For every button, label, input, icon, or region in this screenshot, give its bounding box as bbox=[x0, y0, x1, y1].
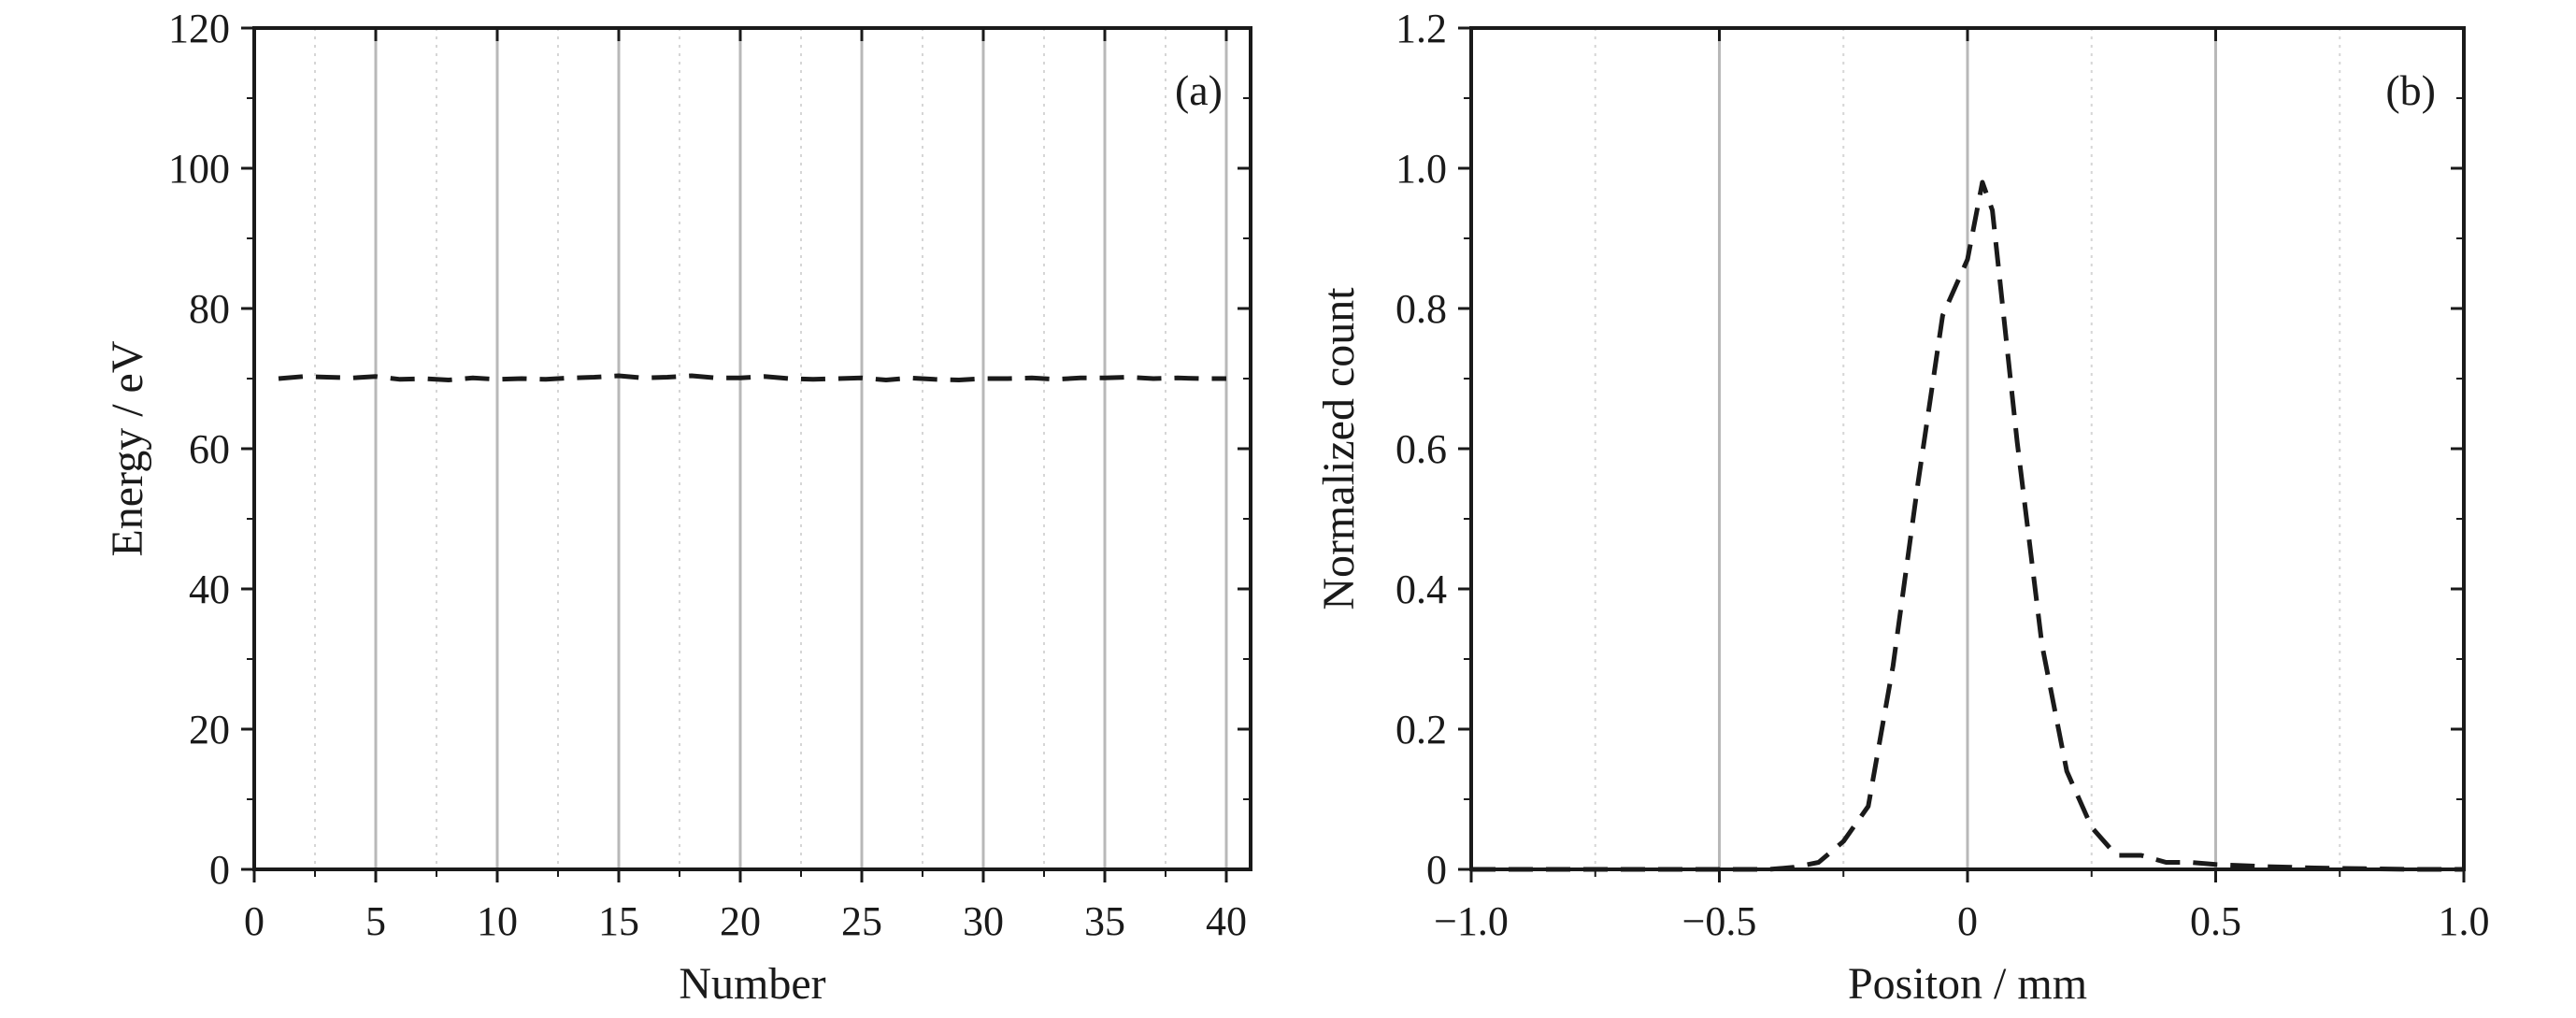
data-point bbox=[376, 376, 377, 377]
data-point bbox=[1032, 378, 1033, 379]
data-point bbox=[2091, 827, 2092, 828]
data-point bbox=[2215, 864, 2216, 865]
x-tick-label: 20 bbox=[720, 898, 761, 944]
x-tick-label: 40 bbox=[1206, 898, 1247, 944]
data-point bbox=[2190, 862, 2191, 863]
data-point bbox=[1153, 379, 1154, 380]
data-point bbox=[1719, 869, 1720, 870]
data-point bbox=[2041, 645, 2042, 646]
data-point bbox=[497, 379, 498, 380]
data-point bbox=[643, 378, 644, 379]
data-point bbox=[716, 378, 717, 379]
data-point bbox=[2017, 441, 2018, 442]
data-point bbox=[983, 379, 984, 380]
data-point bbox=[327, 377, 328, 378]
x-tick-label: 0 bbox=[1957, 898, 1978, 944]
data-point bbox=[1178, 378, 1179, 379]
x-tick-label: −0.5 bbox=[1682, 898, 1757, 944]
y-tick-label: 0.6 bbox=[1395, 426, 1447, 472]
data-point bbox=[2166, 862, 2167, 863]
data-point bbox=[667, 377, 668, 378]
data-point bbox=[2364, 868, 2365, 869]
data-point bbox=[2140, 855, 2141, 856]
x-tick-label: 5 bbox=[365, 898, 386, 944]
data-point bbox=[1843, 841, 1844, 842]
data-point bbox=[1942, 315, 1943, 316]
data-point bbox=[740, 378, 741, 379]
y-tick-label: 0 bbox=[1426, 847, 1447, 893]
y-tick-label: 20 bbox=[189, 707, 230, 753]
panel-label: (b) bbox=[2385, 66, 2436, 114]
x-tick-label: 0 bbox=[244, 898, 265, 944]
data-point bbox=[1129, 377, 1130, 378]
data-point bbox=[1669, 869, 1670, 870]
data-point bbox=[570, 378, 571, 379]
y-tick-label: 1.0 bbox=[1395, 146, 1447, 192]
data-point bbox=[1818, 862, 1819, 863]
data-point bbox=[862, 378, 863, 379]
data-point bbox=[619, 376, 620, 377]
y-tick-label: 40 bbox=[189, 566, 230, 612]
x-axis-label: Number bbox=[679, 959, 825, 1009]
data-point bbox=[303, 376, 304, 377]
y-tick-label: 0.2 bbox=[1395, 707, 1447, 753]
data-point bbox=[424, 379, 425, 380]
y-tick-label: 100 bbox=[168, 146, 230, 192]
series-line bbox=[1471, 179, 2464, 872]
y-tick-label: 60 bbox=[189, 426, 230, 472]
data-point bbox=[1105, 378, 1106, 379]
data-point bbox=[837, 379, 838, 380]
plot-frame bbox=[252, 26, 1252, 871]
x-tick-label: 10 bbox=[477, 898, 518, 944]
data-point bbox=[2116, 855, 2117, 856]
y-tick-label: 0 bbox=[209, 847, 230, 893]
data-point bbox=[2413, 869, 2414, 870]
x-tick-label: 15 bbox=[598, 898, 639, 944]
data-point bbox=[1080, 378, 1081, 379]
data-point bbox=[2464, 869, 2465, 870]
data-point bbox=[400, 379, 401, 380]
data-point bbox=[473, 378, 474, 379]
panel-label: (a) bbox=[1175, 66, 1223, 114]
y-axis-label: Energy / eV bbox=[103, 340, 152, 556]
panel-b-normalized-count-vs-position: −1.0 −0.5 0 0.5 1.0 0 0.2 0.4 0.6 0.8 1.0 1.2 Posito… bbox=[1314, 6, 2490, 1009]
y-axis-label: Normalized count bbox=[1314, 287, 1364, 610]
y-tick-label: 80 bbox=[189, 286, 230, 332]
data-point bbox=[1226, 379, 1227, 380]
data-point bbox=[1893, 666, 1894, 667]
data-point bbox=[813, 379, 814, 380]
data-point bbox=[789, 379, 790, 380]
y-tick-label: 120 bbox=[168, 6, 230, 51]
y-tick-label: 0.8 bbox=[1395, 286, 1447, 332]
data-point bbox=[1008, 379, 1009, 380]
data-point bbox=[594, 377, 595, 378]
data-point bbox=[1917, 483, 1918, 484]
x-tick-label: 1.0 bbox=[2439, 898, 2490, 944]
data-point bbox=[1570, 869, 1571, 870]
y-tick-label: 1.2 bbox=[1395, 6, 1447, 51]
x-tick-label: −1.0 bbox=[1434, 898, 1509, 944]
data-point bbox=[692, 376, 693, 377]
panel-a-energy-vs-number: 0 5 10 15 20 25 30 35 40 0 20 40 60 80 100 120 Number Ene… bbox=[103, 6, 1252, 1009]
data-point bbox=[546, 379, 547, 380]
data-point bbox=[1768, 869, 1769, 870]
x-tick-label: 30 bbox=[963, 898, 1004, 944]
data-point bbox=[2067, 771, 2068, 772]
data-point bbox=[1202, 379, 1203, 380]
series-line bbox=[278, 373, 1226, 382]
data-point bbox=[1056, 379, 1057, 380]
data-point bbox=[765, 376, 766, 377]
data-point bbox=[2314, 867, 2315, 868]
data-point bbox=[1992, 210, 1993, 211]
data-point bbox=[935, 379, 936, 380]
data-point bbox=[1471, 869, 1472, 870]
x-axis-label: Positon / mm bbox=[1848, 959, 2087, 1009]
y-tick-label: 0.4 bbox=[1395, 566, 1447, 612]
x-tick-label: 35 bbox=[1084, 898, 1125, 944]
data-point bbox=[351, 378, 352, 379]
data-point bbox=[910, 378, 911, 379]
x-tick-label: 0.5 bbox=[2190, 898, 2241, 944]
x-tick-label: 25 bbox=[841, 898, 882, 944]
